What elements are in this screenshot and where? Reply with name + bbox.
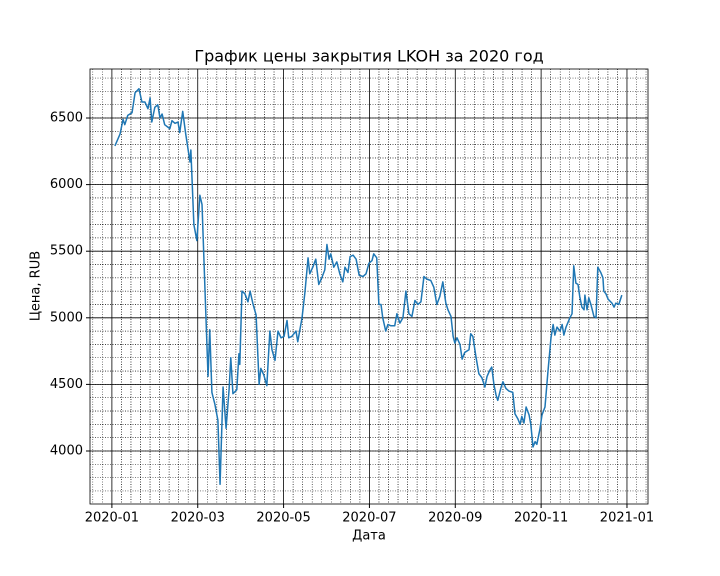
x-tick-label: 2020-07 [342,511,396,526]
x-tick-label: 2021-01 [600,511,654,526]
y-tick-label: 6000 [50,177,83,192]
x-tick-label: 2020-11 [514,511,568,526]
y-tick-label: 6500 [50,111,83,126]
x-tick-label: 2020-01 [85,511,139,526]
x-axis-label: Дата [352,529,386,544]
y-tick-label: 5000 [50,310,83,325]
price-line [114,87,623,486]
x-tick-label: 2020-09 [428,511,482,526]
y-axis-label: Цена, RUB [29,251,44,321]
plot-frame [89,68,649,505]
chart-title: График цены закрытия LKOH за 2020 год [194,47,543,66]
y-tick-label: 4000 [50,443,83,458]
y-tick-label: 4500 [50,377,83,392]
x-tick-label: 2020-05 [256,511,310,526]
y-tick-label: 5500 [50,244,83,259]
x-tick-label: 2020-03 [171,511,225,526]
